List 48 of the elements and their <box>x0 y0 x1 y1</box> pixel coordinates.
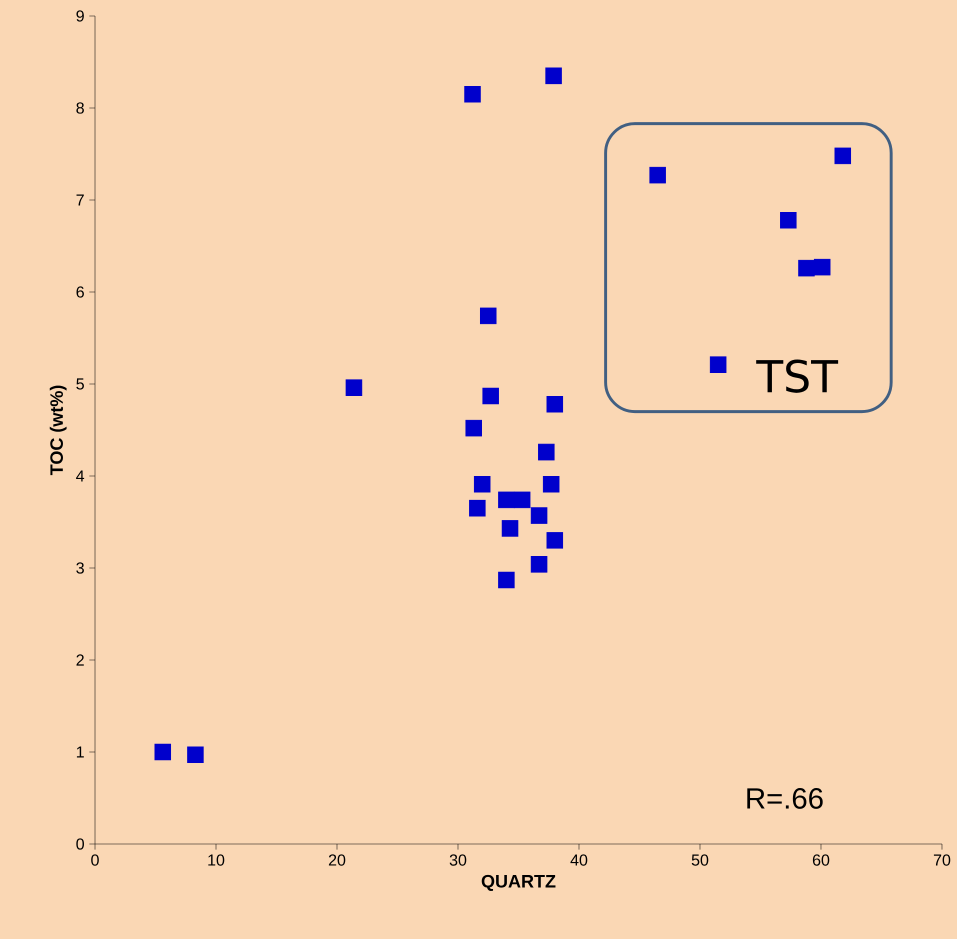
x-tick-label: 50 <box>692 854 708 866</box>
x-tick-label: 40 <box>570 854 588 866</box>
point <box>187 746 204 764</box>
x-axis-title: QUARTZ <box>482 874 556 891</box>
y-tick-label: 2 <box>76 654 84 666</box>
y-tick-label: 1 <box>76 746 84 758</box>
point <box>474 476 490 493</box>
x-tick-label: 10 <box>208 854 224 866</box>
annotation: TST <box>756 360 838 393</box>
point <box>154 744 172 760</box>
point <box>498 492 515 508</box>
point <box>649 166 666 184</box>
y-tick-label: 8 <box>76 102 84 114</box>
y-axis-title: TOC (wt%) <box>50 386 67 476</box>
point <box>834 148 852 164</box>
y-tick-label: 9 <box>76 10 84 22</box>
point <box>530 507 548 524</box>
x-tick-label: 70 <box>934 854 950 866</box>
x-tick-label: 0 <box>91 854 99 866</box>
y-tick-label: 7 <box>76 194 84 206</box>
x-tick-label: 60 <box>812 854 830 866</box>
point <box>710 356 726 373</box>
point <box>798 260 815 276</box>
point <box>530 556 548 573</box>
point <box>482 388 499 404</box>
point <box>480 308 497 324</box>
point <box>346 379 362 396</box>
point <box>780 212 797 229</box>
x-tick-label: 20 <box>328 854 346 866</box>
y-tick-label: 0 <box>76 838 84 850</box>
point <box>514 492 530 508</box>
x-tick-label: 30 <box>450 854 466 866</box>
y-tick-label: 6 <box>76 286 84 298</box>
point <box>498 572 515 588</box>
y-tick-label: 3 <box>76 562 84 574</box>
y-tick-label: 5 <box>76 378 84 390</box>
point <box>545 68 562 84</box>
point <box>546 396 564 413</box>
point <box>464 86 481 102</box>
point <box>469 500 486 516</box>
point <box>465 420 482 436</box>
point <box>814 258 830 276</box>
point <box>546 532 564 549</box>
point <box>542 476 560 493</box>
point <box>538 444 555 460</box>
annotation: R=.66 <box>747 788 823 809</box>
point <box>502 520 518 537</box>
y-tick-label: 4 <box>76 470 84 482</box>
